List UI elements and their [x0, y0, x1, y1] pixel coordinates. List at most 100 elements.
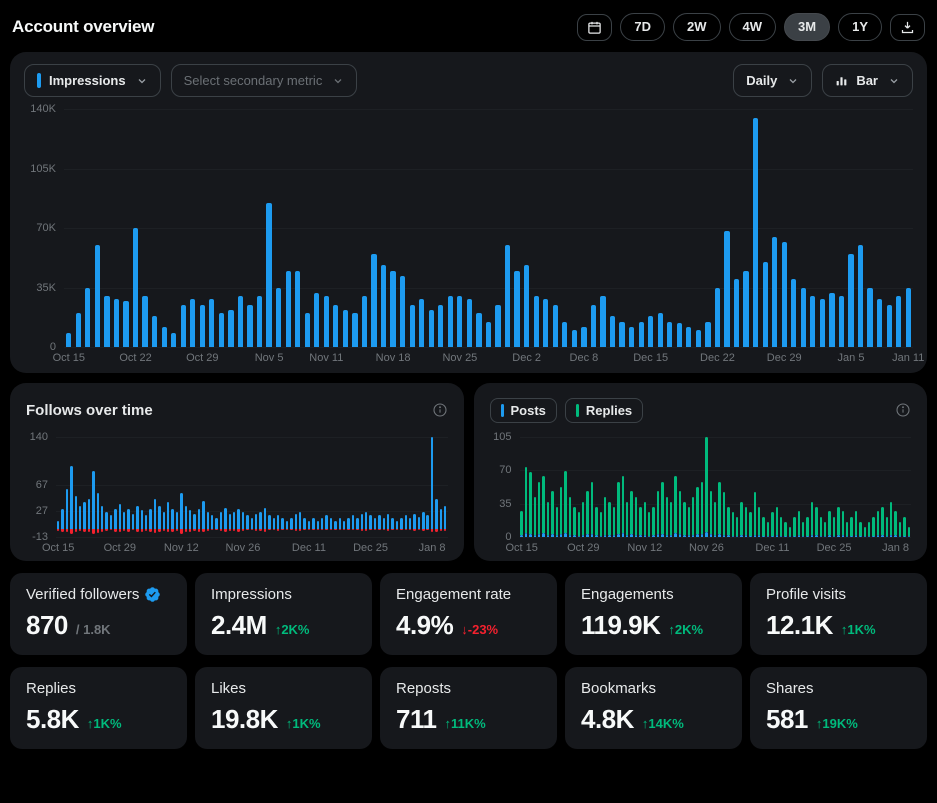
impressions-bar: [857, 245, 864, 347]
chart-plot: [56, 437, 448, 538]
impressions-bar: [428, 309, 434, 347]
primary-metric-select[interactable]: Impressions: [24, 64, 161, 97]
impressions-bar: [314, 292, 320, 347]
legend-chip-posts[interactable]: Posts: [489, 397, 557, 423]
posts-bar: [665, 535, 669, 537]
replies-bar: [718, 481, 721, 535]
follows-bar: [127, 508, 130, 529]
metric-change-up: ↑2K%: [668, 622, 704, 637]
follows-bar: [360, 514, 363, 529]
posts-swatch: [500, 403, 504, 417]
gridline: [56, 484, 448, 486]
replies-bar: [546, 501, 550, 536]
info-icon[interactable]: [432, 402, 448, 418]
follows-bar: [215, 518, 218, 529]
posts-bar: [832, 536, 836, 537]
replies-bar: [749, 512, 752, 537]
account-overview-page: Account overview 7D 2W 4W 3M 1Y Impressions …: [0, 0, 937, 749]
impressions-bar: [590, 304, 597, 347]
follows-bar: [131, 514, 135, 529]
follows-bar: [408, 518, 412, 529]
download-button[interactable]: [890, 13, 925, 41]
posts-bar: [696, 534, 699, 537]
unfollows-bar: [338, 528, 341, 531]
impressions-bar: [228, 309, 234, 347]
unfollows-bar: [439, 528, 443, 532]
posts-bar: [643, 535, 647, 537]
secondary-metric-select[interactable]: Select secondary metric: [170, 64, 358, 97]
posts-bar: [577, 536, 581, 537]
range-button-2w[interactable]: 2W: [673, 13, 721, 41]
posts-bar: [850, 536, 853, 537]
granularity-select[interactable]: Daily: [733, 64, 813, 97]
unfollows-bar: [254, 528, 258, 532]
metric-card-verified-followers: Verified followers 870 / 1.8K: [10, 573, 187, 655]
range-button-3m[interactable]: 3M: [784, 13, 831, 41]
unfollows-bar: [281, 528, 284, 531]
follows-bar: [250, 518, 253, 529]
replies-bar: [538, 481, 541, 535]
follows-bar: [290, 518, 293, 529]
follows-bar: [334, 520, 337, 529]
verified-badge-icon: [145, 587, 161, 602]
replies-bar: [736, 517, 739, 537]
unfollows-bar: [153, 528, 157, 534]
unfollows-bar: [307, 528, 311, 530]
unfollows-bar: [74, 528, 77, 533]
impressions-bar: [896, 296, 902, 347]
posts-bar: [546, 535, 550, 537]
follows-bar: [430, 437, 434, 529]
legend-chip-replies[interactable]: Replies: [564, 397, 644, 423]
replies-bar: [674, 476, 677, 534]
range-button-1y[interactable]: 1Y: [838, 13, 882, 41]
unfollows-bar: [417, 528, 421, 531]
metric-card-title: Shares: [766, 680, 911, 697]
follows-bar: [100, 505, 104, 529]
replies-bar: [586, 491, 589, 535]
posts-bar: [907, 536, 910, 537]
follows-bar: [303, 518, 306, 529]
x-tick-label: Dec 8: [569, 352, 599, 364]
unfollows-bar: [144, 528, 148, 532]
follows-bar: [171, 508, 174, 529]
replies-bar: [692, 497, 695, 536]
chart-style-select[interactable]: Bar: [822, 64, 913, 97]
impressions-bar: [543, 299, 549, 347]
unfollows-bar: [276, 528, 280, 532]
metric-title-label: Replies: [26, 680, 77, 697]
unfollows-bar: [92, 528, 95, 535]
metric-card-bookmarks: Bookmarks 4.8K ↑14K%: [565, 667, 742, 749]
follows-bar: [92, 471, 95, 529]
gridline: [519, 537, 911, 538]
follows-title: Follows over time: [26, 401, 153, 419]
metric-title-label: Bookmarks: [581, 680, 657, 697]
unfollows-bar: [175, 528, 179, 532]
y-axis-labels: 105 70 35 0: [490, 431, 520, 543]
replies-bar: [568, 497, 572, 536]
x-tick-label: Nov 11: [309, 352, 344, 364]
gridline: [56, 537, 448, 538]
impressions-bar: [476, 313, 482, 347]
replies-bar: [670, 501, 673, 536]
impressions-bar: [371, 253, 377, 347]
metric-value: 581: [766, 704, 808, 734]
impressions-bar: [256, 296, 263, 347]
follows-bar: [241, 511, 245, 529]
metric-card-value-row: 5.8K ↑1K%: [26, 704, 171, 735]
download-icon: [901, 21, 914, 33]
range-button-7d[interactable]: 7D: [620, 13, 666, 41]
unfollows-bar: [228, 528, 231, 532]
range-button-4w[interactable]: 4W: [728, 13, 777, 41]
unfollows-bar: [105, 528, 108, 532]
posts-bar: [683, 535, 686, 537]
header: Account overview 7D 2W 4W 3M 1Y: [0, 0, 937, 52]
x-tick-label: Jan 5: [837, 352, 865, 364]
unfollows-bar: [215, 528, 218, 531]
info-icon[interactable]: [895, 402, 911, 418]
posts-bar: [661, 534, 664, 537]
follows-bar: [404, 515, 407, 529]
calendar-button[interactable]: [577, 13, 613, 41]
impressions-bar: [304, 313, 310, 347]
chevron-down-icon: [138, 78, 146, 83]
follows-bar: [202, 501, 205, 529]
